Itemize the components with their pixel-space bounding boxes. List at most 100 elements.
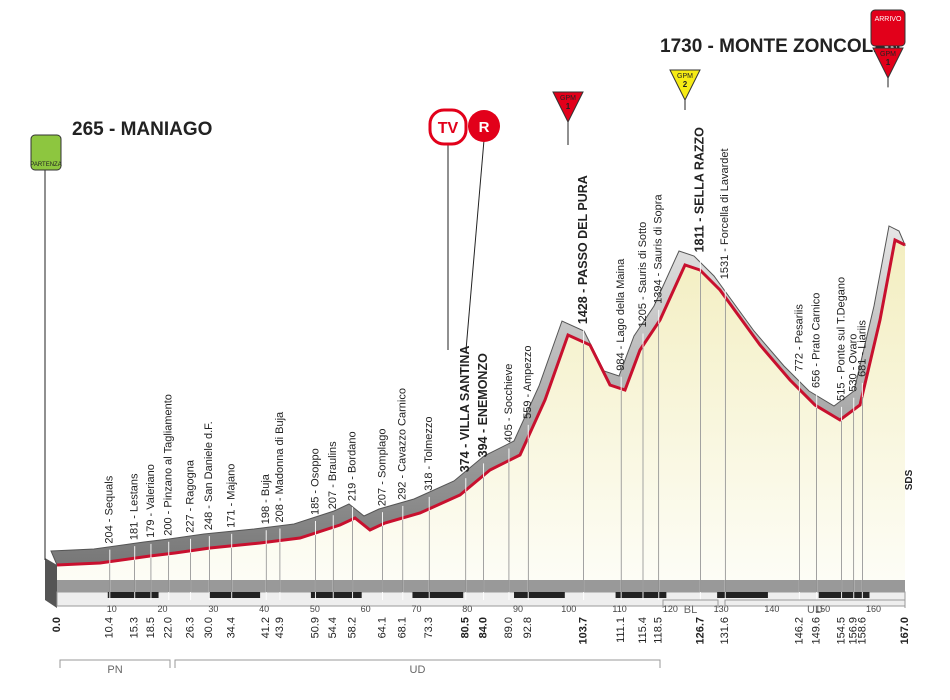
label: 208 - Madonna di Buja xyxy=(274,411,286,523)
label: 158.6 xyxy=(856,617,868,645)
label: 171 - Majano xyxy=(226,464,238,528)
gpm-badge xyxy=(669,69,701,102)
start-label: 265 - MANIAGO xyxy=(72,119,212,140)
km-tick: 160 xyxy=(866,604,881,614)
region-bracket xyxy=(174,659,661,668)
km-tick: 100 xyxy=(561,604,576,614)
label: 1205 - Sauris di Sotto xyxy=(637,222,649,328)
label: 73.3 xyxy=(423,617,435,638)
km-tick: 90 xyxy=(513,604,523,614)
label: 1811 - SELLA RAZZO xyxy=(693,127,707,253)
label: 207 - Somplago xyxy=(376,428,388,506)
finish-badge-text: ARRIVO xyxy=(875,16,902,23)
km-tick: 10 xyxy=(107,604,117,614)
km-tick: 30 xyxy=(208,604,218,614)
label: 559 - Ampezzo xyxy=(522,346,534,419)
region-bracket xyxy=(724,599,906,608)
km-tick: 20 xyxy=(158,604,168,614)
label: 204 - Sequals xyxy=(104,475,116,543)
label: 0.0 xyxy=(51,617,63,632)
finish-badge xyxy=(870,9,906,47)
label: 131.6 xyxy=(719,617,731,645)
label: 656 - Prato Carnico xyxy=(811,293,823,388)
label: 68.1 xyxy=(397,617,409,638)
r-line xyxy=(465,139,485,351)
ruler-block xyxy=(412,592,464,598)
label: 10.4 xyxy=(104,617,116,638)
ruler-block xyxy=(107,592,159,598)
label: 1531 - Forcella di Lavardet xyxy=(719,148,731,279)
gpm-text: GPM xyxy=(560,95,576,102)
label: 50.9 xyxy=(309,617,321,638)
r-text: R xyxy=(479,119,490,136)
finish-label: 1730 - MONTE ZONCOLAN xyxy=(660,36,901,57)
label: 248 - San Daniele d.F. xyxy=(203,421,215,530)
label: 185 - Osoppo xyxy=(309,448,321,515)
label: 34.4 xyxy=(226,617,238,638)
profile-line xyxy=(56,237,906,567)
label: 207 - Braulins xyxy=(327,441,339,509)
tv-badge xyxy=(428,108,468,146)
gpm-cat: 1 xyxy=(566,102,571,111)
label: 54.4 xyxy=(327,617,339,638)
km-tick: 70 xyxy=(411,604,421,614)
label: 126.7 xyxy=(694,617,706,645)
r-badge xyxy=(468,110,500,142)
label: 30.0 xyxy=(203,617,215,638)
label: 146.2 xyxy=(793,617,805,645)
label: 26.3 xyxy=(184,617,196,638)
ruler-block xyxy=(310,592,362,598)
region: UD xyxy=(410,664,426,676)
label: 115.4 xyxy=(637,617,649,644)
ruler-block xyxy=(615,592,667,598)
km-tick: 130 xyxy=(714,604,729,614)
ruler-block xyxy=(209,592,261,598)
label: 318 - Tolmezzo xyxy=(423,416,435,490)
km-tick: 40 xyxy=(259,604,269,614)
gpm-badge xyxy=(872,47,904,80)
km-tick: 150 xyxy=(815,604,830,614)
gpm-cat: 1 xyxy=(886,58,891,67)
label: 58.2 xyxy=(346,617,358,638)
label: 374 - VILLA SANTINA xyxy=(458,346,472,473)
label: 200 - Pinzano al Tagliamento xyxy=(163,394,175,536)
label: 515 - Ponte sul T.Degano xyxy=(835,277,847,401)
km-tick: 120 xyxy=(663,604,678,614)
gpm-text: GPM xyxy=(677,73,693,80)
label: 149.6 xyxy=(811,617,823,645)
base xyxy=(45,558,57,608)
label: 530 - Ovaro xyxy=(848,334,860,392)
profile-fill xyxy=(57,240,905,580)
label: 167.0 xyxy=(899,617,911,645)
label: 92.8 xyxy=(522,617,534,638)
label: 219 - Bordano xyxy=(346,431,358,501)
label: 179 - Valeriano xyxy=(145,464,157,538)
gpm-text: GPM xyxy=(880,51,896,58)
label: 22.0 xyxy=(163,617,175,638)
label: 18.5 xyxy=(145,617,157,638)
region-bracket xyxy=(662,599,719,608)
label: 681 - Liariis xyxy=(856,320,868,377)
gpm-badge xyxy=(552,91,584,124)
region: BL xyxy=(684,604,697,616)
label: 64.1 xyxy=(376,617,388,638)
ruler xyxy=(56,591,906,607)
km-tick: 60 xyxy=(361,604,371,614)
ruler-block xyxy=(717,592,768,598)
km-tick: 110 xyxy=(612,604,626,614)
label: 103.7 xyxy=(577,617,589,645)
base-front xyxy=(57,580,905,592)
label: 41.2 xyxy=(260,617,272,638)
ruler-block xyxy=(818,592,870,598)
km-tick: 50 xyxy=(310,604,320,614)
km-tick: 80 xyxy=(462,604,472,614)
gpm-cat: 2 xyxy=(683,80,688,89)
ruler-block xyxy=(514,592,565,598)
region-bracket xyxy=(59,659,171,668)
label: 154.5 xyxy=(835,617,847,645)
label: 405 - Socchieve xyxy=(503,364,515,443)
region: PN xyxy=(107,664,122,676)
label: 227 - Ragogna xyxy=(184,459,196,533)
label: 89.0 xyxy=(503,617,515,638)
